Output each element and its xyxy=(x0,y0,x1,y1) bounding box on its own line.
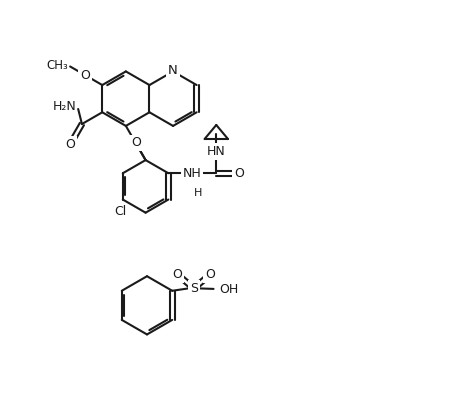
Text: O: O xyxy=(65,138,75,151)
Text: S: S xyxy=(190,282,198,295)
Text: O: O xyxy=(131,137,141,149)
Text: O: O xyxy=(234,167,244,180)
Text: Cl: Cl xyxy=(114,205,127,218)
Text: NH: NH xyxy=(182,167,201,180)
Text: N: N xyxy=(168,63,178,76)
Text: CH₃: CH₃ xyxy=(46,59,68,72)
Text: H: H xyxy=(194,177,202,198)
Text: O: O xyxy=(205,268,215,281)
Text: OH: OH xyxy=(220,283,239,296)
Text: O: O xyxy=(172,268,182,281)
Text: H₂N: H₂N xyxy=(53,100,76,113)
Text: HN: HN xyxy=(207,145,226,158)
Text: O: O xyxy=(80,69,90,82)
